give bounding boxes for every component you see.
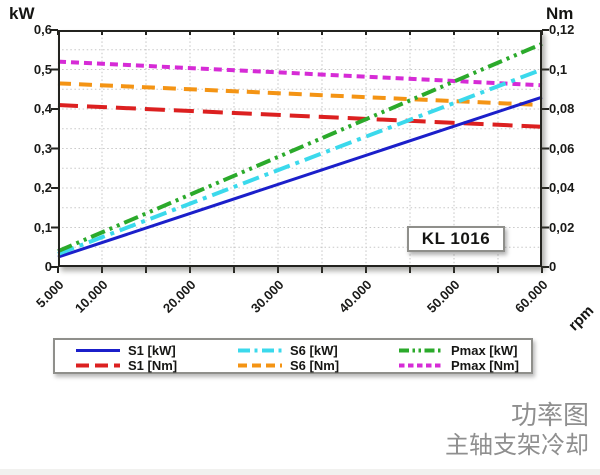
legend-entry: Pmax [kW] xyxy=(398,343,531,358)
legend-label: Pmax [Nm] xyxy=(451,358,519,373)
right-tick-label: 0 xyxy=(549,259,557,274)
legend-entry: S6 [kW] xyxy=(237,343,398,358)
page-bottom-strip xyxy=(0,469,600,475)
right-tick-label: 0,02 xyxy=(549,219,575,235)
series-line xyxy=(57,59,543,88)
legend-entry: S1 [Nm] xyxy=(75,358,237,373)
series-line xyxy=(57,41,543,254)
right-tick-label: 0,12 xyxy=(549,22,575,37)
legend-line-sample xyxy=(399,363,443,368)
legend: S1 [kW] S6 [kW] Pmax [kW] S1 [Nm] S6 [Nm] Pma… xyxy=(53,338,533,374)
caption-block: 功率图 主轴支架冷却 xyxy=(445,399,589,461)
right-tick-label: 0,1 xyxy=(549,61,568,77)
caption-title: 功率图 xyxy=(510,400,589,430)
legend-entry: S6 [Nm] xyxy=(237,358,398,373)
model-badge: KL 1016 xyxy=(407,226,505,252)
legend-line-sample xyxy=(76,349,120,352)
legend-line-sample xyxy=(238,363,282,368)
right-tick-label: 0,04 xyxy=(549,180,575,195)
right-tick-label: 0,08 xyxy=(549,101,575,116)
chart-plot-area xyxy=(51,28,549,273)
left-tick-label: 0 xyxy=(44,259,52,274)
left-tick-label: 0,4 xyxy=(33,101,52,116)
legend-label: S6 [kW] xyxy=(290,343,338,358)
left-tick-label: 0,3 xyxy=(33,140,52,156)
legend-label: Pmax [kW] xyxy=(451,343,518,358)
legend-label: S1 [Nm] xyxy=(128,358,178,373)
left-tick-label: 0,2 xyxy=(33,180,52,195)
caption-subtitle: 主轴支架冷却 xyxy=(445,432,589,459)
series-line xyxy=(57,103,543,129)
right-tick-label: 0,06 xyxy=(549,140,575,156)
legend-line-sample xyxy=(238,348,282,353)
legend-entry: Pmax [Nm] xyxy=(398,358,531,373)
left-axis-title: kW xyxy=(9,4,35,23)
series-line xyxy=(57,95,543,259)
plot-frame xyxy=(58,30,542,267)
legend-line-sample xyxy=(76,363,120,368)
legend-label: S1 [kW] xyxy=(128,343,176,358)
legend-entry: S1 [kW] xyxy=(75,343,237,358)
left-tick-label: 0,6 xyxy=(33,22,52,37)
legend-line-sample xyxy=(399,348,443,353)
series-line xyxy=(57,67,543,256)
x-axis-title: rpm xyxy=(565,302,598,335)
right-axis-title: Nm xyxy=(546,4,574,23)
left-tick-label: 0,1 xyxy=(33,219,52,235)
legend-label: S6 [Nm] xyxy=(290,358,340,373)
left-tick-label: 0,5 xyxy=(33,61,52,77)
